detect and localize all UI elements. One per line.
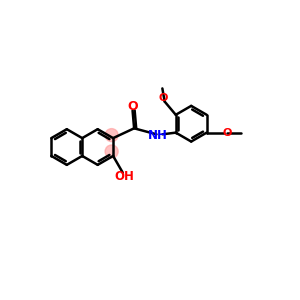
Text: NH: NH <box>148 129 168 142</box>
Text: OH: OH <box>114 170 134 183</box>
Text: O: O <box>127 100 138 113</box>
Text: O: O <box>223 128 232 138</box>
Circle shape <box>105 129 118 142</box>
Text: O: O <box>158 93 168 103</box>
Circle shape <box>105 145 118 158</box>
